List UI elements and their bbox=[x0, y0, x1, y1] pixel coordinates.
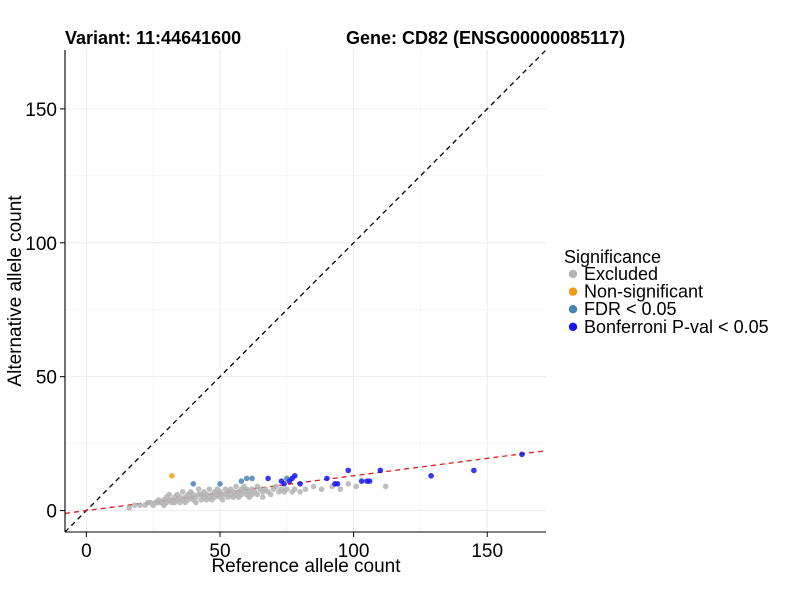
legend-label-excluded: Excluded bbox=[584, 264, 658, 284]
point-excluded bbox=[233, 483, 239, 490]
point-bonferroni-p-val-0-05 bbox=[334, 481, 341, 487]
point-fdr-0-05 bbox=[238, 478, 245, 484]
point-excluded bbox=[337, 486, 344, 492]
point-excluded bbox=[310, 483, 317, 490]
chart-title-gene: Gene: CD82 (ENSG00000085117) bbox=[346, 28, 625, 48]
point-bonferroni-p-val-0-05 bbox=[265, 475, 271, 482]
point-bonferroni-p-val-0-05 bbox=[324, 475, 330, 482]
legend: Significance ExcludedNon-significantFDR … bbox=[564, 247, 769, 337]
point-excluded bbox=[259, 494, 266, 500]
point-fdr-0-05 bbox=[249, 475, 255, 482]
point-excluded bbox=[137, 502, 143, 509]
point-bonferroni-p-val-0-05 bbox=[358, 478, 365, 484]
point-fdr-0-05 bbox=[217, 481, 223, 487]
legend-title: Significance bbox=[564, 247, 661, 267]
point-excluded bbox=[345, 481, 352, 487]
y-axis-label: Alternative allele count bbox=[5, 195, 26, 387]
x-axis-label: Reference allele count bbox=[211, 556, 401, 577]
chart-title-variant: Variant: 11:44641600 bbox=[65, 28, 241, 48]
point-excluded bbox=[267, 491, 274, 498]
point-fdr-0-05 bbox=[243, 475, 250, 482]
point-excluded bbox=[126, 505, 132, 511]
y-tick-label: 50 bbox=[36, 368, 57, 389]
point-excluded bbox=[195, 486, 202, 492]
point-excluded bbox=[254, 491, 261, 498]
point-excluded bbox=[166, 491, 173, 498]
y-tick-label: 100 bbox=[25, 234, 57, 255]
point-excluded bbox=[382, 483, 389, 490]
point-bonferroni-p-val-0-05 bbox=[292, 472, 298, 479]
x-tick-label: 150 bbox=[471, 541, 503, 562]
legend-label-non-significant: Non-significant bbox=[584, 282, 703, 302]
point-excluded bbox=[318, 486, 325, 492]
y-axis-ticks: 0 50 100 150 bbox=[25, 100, 65, 523]
point-bonferroni-p-val-0-05 bbox=[471, 467, 477, 474]
point-excluded bbox=[302, 486, 309, 492]
legend-dot-fdr-0-05 bbox=[568, 305, 578, 314]
legend-dot-bonferroni-p-val-0-05 bbox=[568, 322, 578, 331]
data-points bbox=[126, 451, 525, 511]
point-excluded bbox=[353, 483, 360, 490]
legend-dot-non-significant bbox=[568, 287, 578, 296]
point-bonferroni-p-val-0-05 bbox=[281, 481, 287, 487]
point-bonferroni-p-val-0-05 bbox=[428, 472, 434, 479]
point-excluded bbox=[131, 502, 138, 509]
point-bonferroni-p-val-0-05 bbox=[366, 478, 373, 484]
legend-dot-excluded bbox=[568, 269, 578, 279]
point-excluded bbox=[283, 486, 290, 492]
point-excluded bbox=[179, 489, 186, 495]
point-bonferroni-p-val-0-05 bbox=[377, 467, 384, 474]
point-excluded bbox=[193, 499, 199, 506]
point-excluded bbox=[273, 483, 279, 490]
point-excluded bbox=[292, 486, 298, 492]
point-non-significant bbox=[169, 472, 175, 479]
point-excluded bbox=[297, 489, 303, 495]
point-bonferroni-p-val-0-05 bbox=[519, 451, 525, 458]
legend-label-fdr-0-05: FDR < 0.05 bbox=[584, 299, 677, 319]
x-tick-label: 0 bbox=[81, 541, 92, 562]
reference-lines bbox=[65, 50, 546, 532]
point-bonferroni-p-val-0-05 bbox=[345, 467, 352, 474]
x-tick-label: 100 bbox=[338, 541, 370, 562]
point-excluded bbox=[219, 497, 226, 503]
y-tick-label: 0 bbox=[46, 502, 57, 523]
legend-label-bonferroni-p-val-0-05: Bonferroni P-val < 0.05 bbox=[584, 317, 769, 337]
point-excluded bbox=[206, 486, 213, 492]
y-tick-label: 150 bbox=[25, 100, 57, 121]
reference-line-identity bbox=[65, 50, 546, 532]
point-fdr-0-05 bbox=[190, 481, 197, 487]
grid bbox=[65, 50, 546, 532]
x-axis-ticks: 0 50 100 150 bbox=[81, 532, 503, 562]
x-tick-label: 50 bbox=[209, 541, 230, 562]
point-bonferroni-p-val-0-05 bbox=[297, 481, 303, 487]
